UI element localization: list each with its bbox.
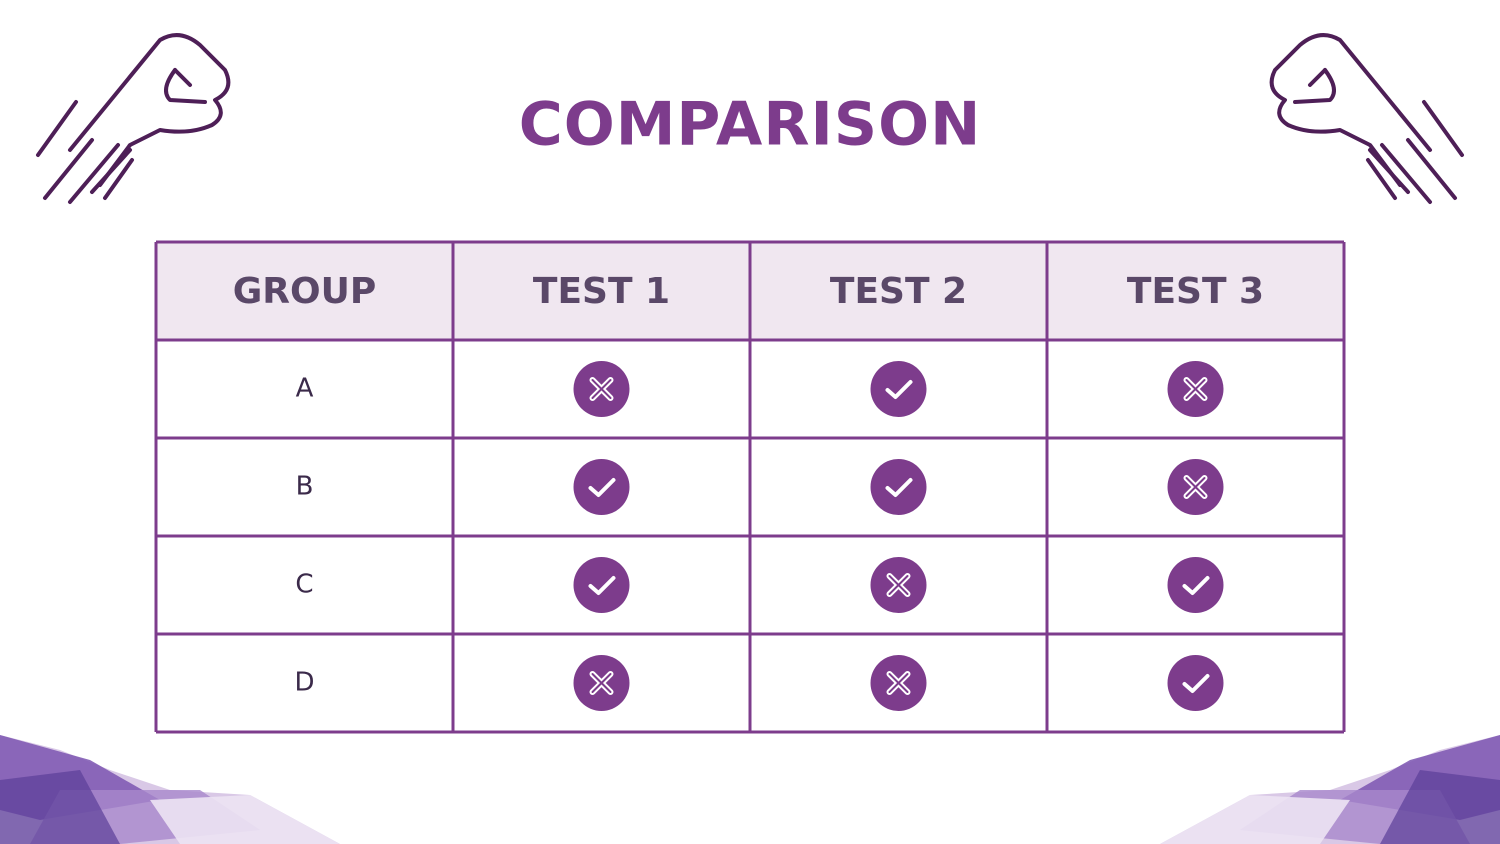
group-label: D bbox=[294, 668, 314, 698]
check-icon bbox=[573, 459, 630, 515]
column-header: TEST 2 bbox=[830, 271, 967, 312]
check-mark bbox=[588, 478, 616, 497]
slide-title: COMPARISON bbox=[519, 90, 982, 160]
corner-decoration bbox=[0, 735, 1500, 844]
check-mark bbox=[588, 576, 616, 595]
group-label: C bbox=[295, 570, 313, 600]
group-label: A bbox=[296, 374, 314, 404]
icon-circle bbox=[870, 361, 927, 417]
cross-icon bbox=[1167, 361, 1224, 417]
cross-icon bbox=[1167, 459, 1224, 515]
icon-circle bbox=[870, 459, 927, 515]
icon-circle bbox=[573, 557, 630, 613]
cross-mark-inner bbox=[591, 673, 612, 693]
cross-mark-inner bbox=[591, 379, 612, 399]
cross-icon bbox=[573, 655, 630, 711]
icon-circle bbox=[573, 459, 630, 515]
column-header: GROUP bbox=[233, 271, 377, 312]
fist-icon bbox=[36, 33, 231, 204]
comparison-table: GROUP TEST 1 TEST 2 TEST 3 A B C D bbox=[154, 240, 1346, 734]
check-icon bbox=[870, 361, 927, 417]
check-icon bbox=[573, 557, 630, 613]
cross-icon bbox=[870, 557, 927, 613]
icon-circle bbox=[1167, 655, 1224, 711]
fist-icon bbox=[1269, 33, 1464, 204]
cross-mark-inner bbox=[888, 673, 909, 693]
icon-circle bbox=[1167, 557, 1224, 613]
check-mark bbox=[1182, 674, 1210, 693]
cross-mark-inner bbox=[888, 575, 909, 595]
cross-icon bbox=[573, 361, 630, 417]
cross-mark-inner bbox=[1185, 477, 1206, 497]
check-mark bbox=[885, 380, 913, 399]
cross-icon bbox=[870, 655, 927, 711]
column-header: TEST 3 bbox=[1127, 271, 1264, 312]
check-mark bbox=[885, 478, 913, 497]
check-icon bbox=[870, 459, 927, 515]
check-icon bbox=[1167, 557, 1224, 613]
check-icon bbox=[1167, 655, 1224, 711]
check-mark bbox=[1182, 576, 1210, 595]
group-label: B bbox=[296, 472, 314, 502]
column-header: TEST 1 bbox=[533, 271, 670, 312]
cross-mark-inner bbox=[1185, 379, 1206, 399]
